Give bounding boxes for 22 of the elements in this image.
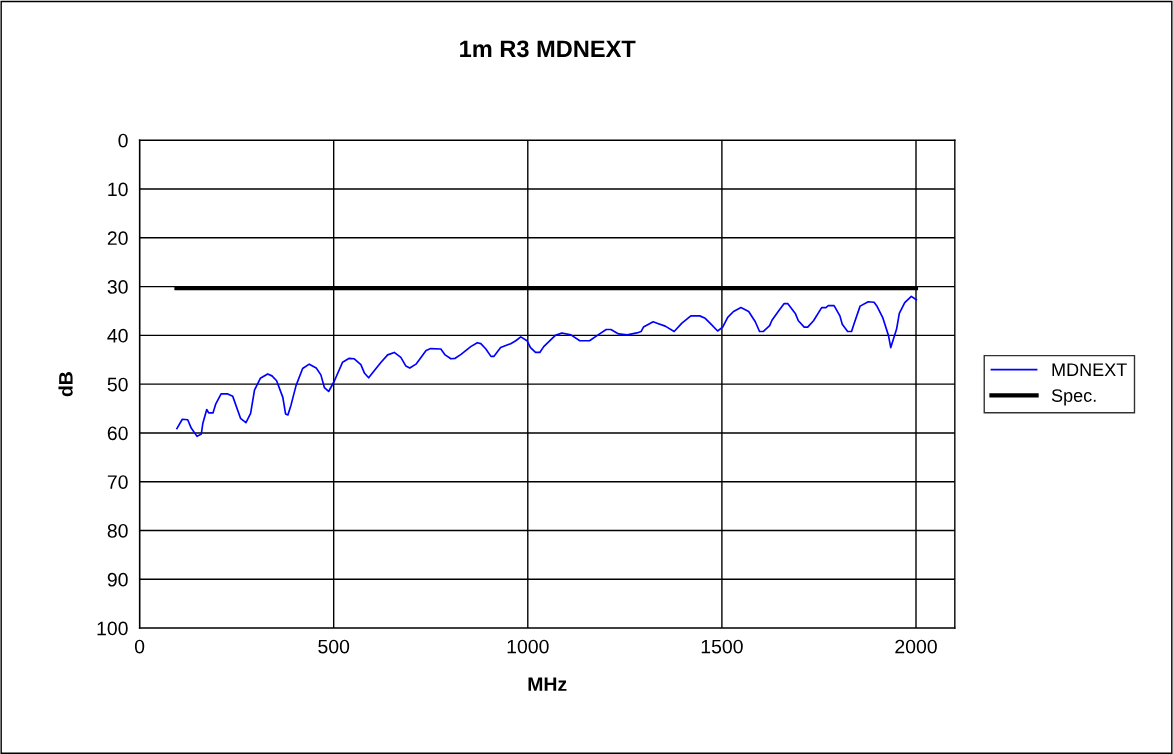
legend-label: Spec. (1051, 389, 1096, 406)
y-tick-label: 100 (97, 621, 128, 636)
x-axis-title: MHz (528, 677, 567, 691)
x-tick-label: 2000 (895, 639, 937, 654)
y-tick-label: 40 (107, 328, 128, 343)
y-tick-label: 30 (107, 280, 128, 294)
y-tick-label: 60 (107, 426, 128, 441)
y-tick-label: 20 (107, 231, 128, 246)
x-tick-label: 500 (318, 639, 350, 654)
y-tick-label: 80 (107, 523, 128, 538)
y-tick-label: 0 (118, 133, 128, 148)
y-tick-label: 10 (108, 182, 128, 197)
y-axis-title: dB (58, 372, 73, 397)
y-tick-label: 70 (107, 475, 128, 489)
line-series (176, 295, 918, 438)
x-tick-label: 1500 (701, 639, 743, 654)
y-tick-label: 90 (107, 572, 128, 587)
y-tick-label: 50 (107, 377, 128, 392)
x-tick-label: 1000 (507, 639, 549, 654)
chart-title: 1m R3 MDNEXT (460, 40, 636, 58)
legend-label: MDNEXT (1052, 363, 1127, 376)
x-tick-label: 0 (134, 639, 145, 654)
